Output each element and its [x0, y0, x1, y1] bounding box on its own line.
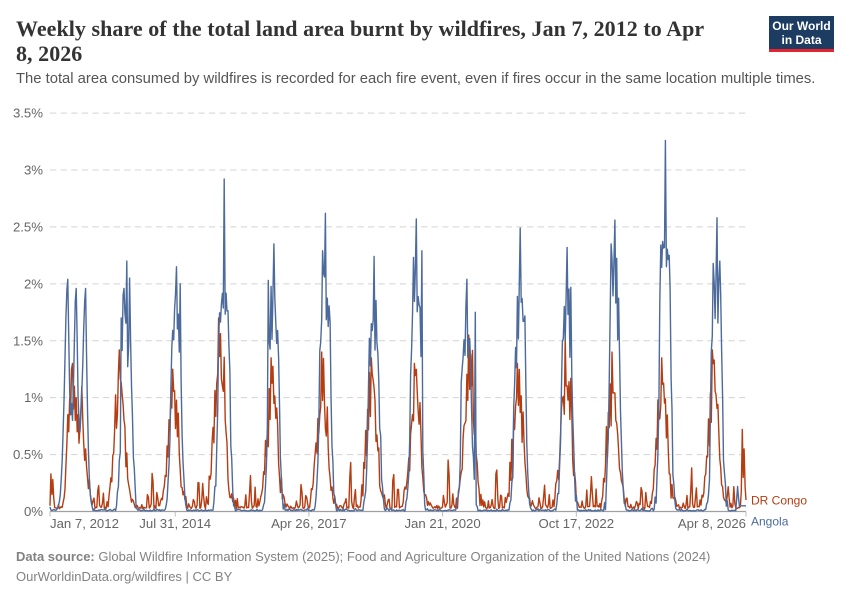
svg-text:1%: 1%: [24, 390, 43, 405]
svg-text:Jan 21, 2020: Jan 21, 2020: [404, 516, 480, 531]
svg-text:Jan 7, 2012: Jan 7, 2012: [50, 516, 119, 531]
svg-text:2.5%: 2.5%: [13, 219, 43, 234]
svg-text:Apr 26, 2017: Apr 26, 2017: [271, 516, 347, 531]
svg-text:3.5%: 3.5%: [13, 106, 43, 121]
svg-text:Oct 17, 2022: Oct 17, 2022: [539, 516, 615, 531]
svg-text:Jul 31, 2014: Jul 31, 2014: [139, 516, 211, 531]
svg-text:1.5%: 1.5%: [13, 333, 43, 348]
svg-text:3%: 3%: [24, 163, 43, 178]
svg-text:Angola: Angola: [751, 515, 789, 529]
svg-text:0.5%: 0.5%: [13, 447, 43, 462]
svg-text:0%: 0%: [24, 504, 43, 519]
svg-text:Apr 8, 2026: Apr 8, 2026: [678, 516, 746, 531]
svg-text:DR Congo: DR Congo: [751, 494, 807, 508]
svg-text:2%: 2%: [24, 276, 43, 291]
